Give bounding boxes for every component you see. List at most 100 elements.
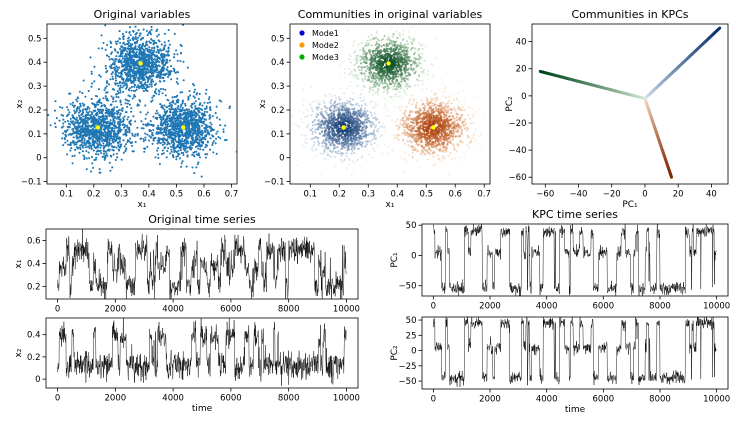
y-axis-label: x₂	[15, 99, 25, 108]
scatter-point	[193, 132, 196, 135]
scatter-point	[132, 115, 135, 118]
scatter-point	[97, 103, 100, 106]
scatter-point	[182, 122, 185, 125]
scatter-point	[153, 70, 156, 73]
scatter-point	[372, 106, 375, 109]
scatter-point	[125, 59, 128, 62]
scatter-point	[78, 129, 81, 132]
scatter-point	[330, 98, 333, 101]
scatter-point	[85, 110, 88, 114]
scatter-point	[216, 130, 219, 133]
scatter-point	[116, 106, 119, 109]
scatter-point	[435, 96, 439, 99]
scatter-point	[76, 147, 79, 150]
scatter-point	[383, 106, 386, 110]
scatter-point	[168, 117, 171, 120]
scatter-point	[144, 55, 147, 58]
scatter-point	[185, 165, 188, 168]
scatter-point	[82, 104, 85, 107]
scatter-point	[200, 121, 203, 124]
scatter-point	[130, 85, 133, 89]
scatter-point	[131, 97, 134, 100]
scatter-point	[147, 85, 150, 88]
scatter-point	[144, 117, 147, 120]
scatter-point	[76, 121, 79, 124]
scatter-point	[76, 100, 79, 103]
scatter-point	[186, 66, 189, 69]
scatter-point	[354, 103, 357, 106]
scatter-point	[166, 149, 169, 153]
scatter-point	[162, 87, 165, 91]
scatter-point	[146, 111, 149, 114]
scatter-point	[437, 105, 441, 108]
scatter-point	[78, 117, 82, 120]
scatter-point	[139, 85, 143, 88]
scatter-point	[333, 107, 336, 110]
scatter-point	[361, 126, 364, 129]
scatter-point	[174, 96, 178, 99]
scatter-point	[338, 109, 341, 112]
scatter-point	[127, 74, 130, 77]
scatter-point	[322, 157, 325, 160]
scatter-point	[99, 146, 102, 149]
scatter-point	[323, 151, 326, 154]
scatter-point	[442, 141, 445, 144]
scatter-point	[110, 73, 113, 76]
scatter-point	[198, 126, 201, 129]
scatter-point	[353, 127, 356, 130]
scatter-point	[140, 137, 143, 140]
scatter-point	[107, 55, 110, 58]
scatter-point	[451, 158, 454, 161]
plot-area	[47, 24, 237, 178]
y-axis-ticks: −0.100.10.20.30.40.5	[21, 34, 47, 188]
y-tick-label: 0.4	[28, 58, 42, 68]
scatter-point	[419, 109, 422, 112]
scatter-point	[119, 84, 122, 87]
scatter-point	[120, 51, 123, 54]
scatter-point	[193, 114, 196, 117]
scatter-point	[166, 66, 169, 69]
scatter-point	[464, 118, 467, 121]
scatter-point	[175, 49, 178, 52]
scatter-point	[184, 111, 187, 114]
scatter-point	[108, 65, 111, 68]
scatter-point	[176, 101, 180, 104]
scatter-point	[190, 119, 193, 122]
scatter-point	[109, 119, 112, 122]
scatter-point	[300, 134, 304, 137]
scatter-point	[460, 130, 463, 133]
scatter-point	[404, 130, 407, 133]
scatter-point	[423, 148, 426, 151]
scatter-point	[346, 102, 349, 105]
scatter-point	[110, 127, 113, 130]
scatter-point	[49, 124, 52, 127]
scatter-point	[332, 143, 335, 146]
scatter-point	[373, 142, 376, 145]
scatter-point	[115, 146, 118, 149]
scatter-point	[161, 61, 164, 64]
scatter-point	[203, 117, 206, 121]
scatter-point	[81, 124, 84, 127]
scatter-point	[109, 78, 112, 81]
scatter-point	[138, 51, 141, 54]
scatter-point	[371, 138, 374, 141]
scatter-point	[196, 144, 199, 148]
scatter-point	[174, 112, 177, 115]
scatter-point	[128, 67, 131, 70]
scatter-point	[186, 146, 189, 149]
scatter-point	[209, 129, 212, 133]
scatter-point	[150, 68, 153, 71]
scatter-point	[93, 80, 96, 83]
scatter-point	[338, 127, 341, 130]
scatter-point	[133, 135, 136, 138]
scatter-point	[100, 109, 103, 112]
scatter-point	[175, 128, 178, 131]
scatter-point	[75, 143, 78, 146]
scatter-point	[445, 146, 448, 149]
scatter-point	[364, 119, 367, 122]
scatter-point	[344, 104, 347, 107]
y-tick-label: 0.5	[28, 34, 42, 44]
scatter-point	[355, 136, 358, 140]
scatter-point	[330, 94, 333, 97]
scatter-point	[343, 158, 346, 161]
